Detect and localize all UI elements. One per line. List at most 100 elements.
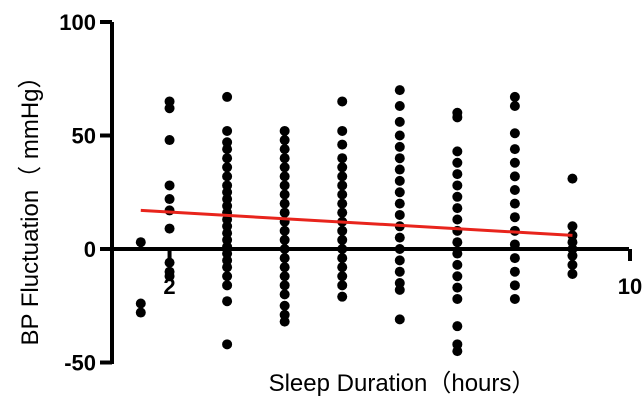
- data-point: [452, 157, 463, 168]
- data-point: [164, 103, 175, 114]
- data-point: [279, 316, 290, 327]
- data-point: [394, 209, 405, 220]
- data-point: [279, 289, 290, 300]
- data-point: [222, 125, 233, 136]
- data-point: [135, 307, 146, 318]
- x-tick-label: 2: [163, 274, 175, 299]
- data-point: [135, 298, 146, 309]
- data-point: [337, 189, 348, 200]
- data-point: [164, 257, 175, 268]
- data-point: [135, 237, 146, 248]
- x-axis: 2 10: [112, 247, 642, 299]
- data-point: [567, 259, 578, 270]
- y-tick-label: -50: [64, 351, 96, 376]
- data-point: [394, 141, 405, 152]
- data-point: [567, 173, 578, 184]
- data-point: [394, 232, 405, 243]
- data-point: [452, 248, 463, 259]
- data-point: [279, 271, 290, 282]
- data-point: [567, 250, 578, 261]
- x-axis-title: Sleep Duration（hours）: [269, 370, 536, 397]
- data-point: [567, 268, 578, 279]
- data-point: [279, 144, 290, 155]
- data-point: [509, 253, 520, 264]
- data-point: [164, 223, 175, 234]
- data-point: [452, 169, 463, 180]
- data-point: [394, 175, 405, 186]
- data-point: [509, 128, 520, 139]
- data-point: [279, 189, 290, 200]
- data-point: [279, 125, 290, 136]
- data-point: [337, 253, 348, 264]
- data-point: [337, 96, 348, 107]
- data-point: [164, 271, 175, 282]
- data-point: [394, 130, 405, 141]
- data-point: [279, 135, 290, 146]
- data-point: [337, 139, 348, 150]
- data-point: [394, 85, 405, 96]
- data-point: [279, 198, 290, 209]
- data-point: [279, 180, 290, 191]
- data-point: [222, 271, 233, 282]
- data-point: [509, 171, 520, 182]
- data-point: [279, 244, 290, 254]
- data-point: [279, 207, 290, 218]
- data-point: [222, 144, 233, 155]
- data-point: [222, 91, 233, 102]
- data-point: [394, 266, 405, 277]
- data-point: [452, 180, 463, 191]
- data-point: [337, 198, 348, 209]
- x-tick-label: 10: [618, 274, 642, 299]
- data-point: [337, 180, 348, 191]
- data-point: [279, 253, 290, 264]
- y-axis-title: BP Fluctuation（ mmHg）: [17, 65, 44, 346]
- data-point: [509, 144, 520, 155]
- y-tick-label: 0: [84, 237, 96, 262]
- data-point: [337, 244, 348, 254]
- x-ticks: 2 10: [163, 249, 642, 299]
- data-point: [452, 259, 463, 270]
- data-point: [337, 234, 348, 245]
- data-point: [337, 171, 348, 182]
- data-point: [279, 153, 290, 164]
- data-point: [279, 171, 290, 182]
- data-point: [337, 280, 348, 291]
- y-axis: 100 50 0 -50: [59, 10, 114, 376]
- data-point: [279, 162, 290, 173]
- data-point: [279, 234, 290, 245]
- data-point: [452, 203, 463, 214]
- data-point: [394, 100, 405, 111]
- data-point: [279, 225, 290, 236]
- data-point: [394, 116, 405, 127]
- data-point: [337, 125, 348, 136]
- data-point: [164, 180, 175, 191]
- data-point: [452, 321, 463, 332]
- data-point: [394, 284, 405, 295]
- data-point: [567, 221, 578, 232]
- y-tick-label: 50: [72, 124, 96, 149]
- data-point: [222, 153, 233, 164]
- data-point: [452, 346, 463, 357]
- trend-line: [140, 208, 573, 237]
- data-point: [394, 198, 405, 209]
- data-point: [394, 153, 405, 164]
- data-point: [509, 239, 520, 250]
- data-point: [337, 207, 348, 218]
- data-point: [222, 262, 233, 273]
- data-point: [222, 171, 233, 182]
- data-point: [394, 314, 405, 325]
- data-point: [452, 271, 463, 282]
- data-point: [509, 100, 520, 111]
- y-tick-label: 100: [59, 10, 96, 35]
- data-point: [452, 146, 463, 157]
- data-point: [452, 282, 463, 293]
- data-points: [135, 85, 578, 357]
- data-point: [279, 280, 290, 291]
- data-point: [452, 112, 463, 123]
- data-point: [509, 280, 520, 291]
- data-point: [509, 184, 520, 195]
- data-point: [509, 91, 520, 102]
- data-point: [222, 296, 233, 307]
- data-point: [509, 157, 520, 168]
